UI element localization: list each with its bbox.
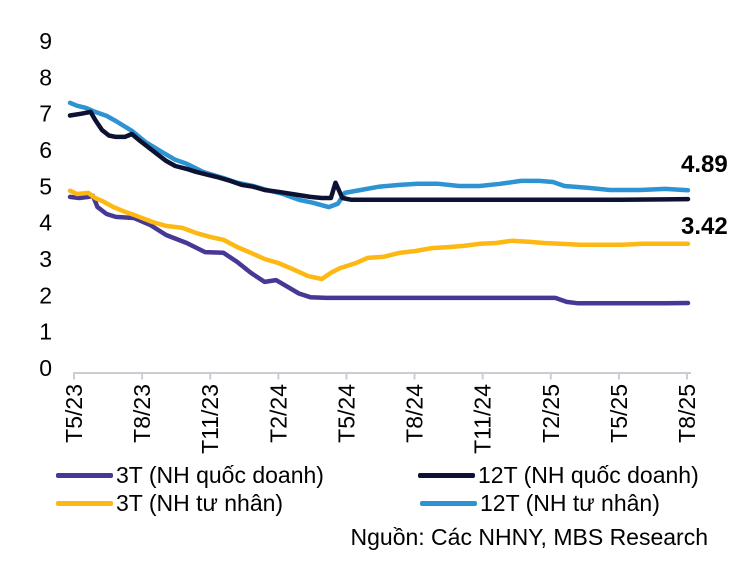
x-axis-tick-label: T11/24 bbox=[470, 384, 496, 454]
legend-item-12t-quoc-doanh: 12T (NH quốc doanh) bbox=[418, 462, 699, 488]
x-axis-tick-label: T2/25 bbox=[538, 384, 564, 443]
series-line-2 bbox=[67, 109, 691, 203]
legend-label: 3T (NH quốc doanh) bbox=[116, 462, 324, 488]
legend-item-3t-tu-nhan: 3T (NH tư nhân) bbox=[56, 490, 283, 516]
y-axis-tick-label: 0 bbox=[39, 355, 52, 381]
y-axis-tick-label: 3 bbox=[39, 246, 52, 272]
legend-label: 12T (NH tư nhân) bbox=[480, 490, 660, 516]
data-label-3.42: 3.42 bbox=[681, 213, 728, 240]
x-axis-tick-label: T5/23 bbox=[61, 384, 87, 443]
series-line-0 bbox=[67, 193, 691, 306]
legend-swatch-blue bbox=[420, 500, 477, 506]
x-axis-tick-label: T11/23 bbox=[197, 384, 223, 454]
y-axis-tick-label: 6 bbox=[39, 137, 52, 163]
line-chart-plot-area: 0 1 2 3 4 5 6 7 8 9 T5/23 T8/23 T11/23 T2/24 T5/24 T8/2… bbox=[39, 28, 728, 454]
y-axis-tick-label: 4 bbox=[39, 210, 52, 236]
series-line-1 bbox=[67, 188, 691, 282]
y-axis-tick-label: 9 bbox=[39, 28, 52, 54]
x-axis-tick-label: T5/25 bbox=[606, 384, 632, 443]
legend-item-12t-tu-nhan: 12T (NH tư nhân) bbox=[420, 490, 660, 516]
legend-swatch-navy bbox=[418, 472, 475, 478]
legend-swatch-yellow bbox=[56, 500, 113, 506]
legend-label: 12T (NH quốc doanh) bbox=[478, 462, 699, 488]
x-axis-tick-label: T2/24 bbox=[265, 384, 291, 443]
y-axis-tick-label: 7 bbox=[39, 101, 52, 127]
y-axis-tick-label: 2 bbox=[39, 282, 52, 308]
series-line-3 bbox=[67, 100, 691, 210]
data-label-4.89: 4.89 bbox=[681, 151, 728, 178]
x-axis-tick-label: T5/24 bbox=[333, 384, 359, 443]
legend-item-3t-quoc-doanh: 3T (NH quốc doanh) bbox=[56, 462, 324, 488]
x-axis-tick-label: T8/25 bbox=[674, 384, 700, 443]
y-axis-tick-label: 5 bbox=[39, 173, 52, 199]
x-axis-tick-label: T8/24 bbox=[402, 384, 428, 443]
legend-swatch-purple bbox=[56, 472, 113, 478]
source-note: Nguồn: Các NHNY, MBS Research bbox=[350, 524, 709, 550]
y-axis-tick-label: 8 bbox=[39, 64, 52, 90]
legend-label: 3T (NH tư nhân) bbox=[116, 490, 284, 516]
y-axis-tick-label: 1 bbox=[39, 319, 52, 345]
x-axis-tick-label: T8/23 bbox=[129, 384, 155, 443]
